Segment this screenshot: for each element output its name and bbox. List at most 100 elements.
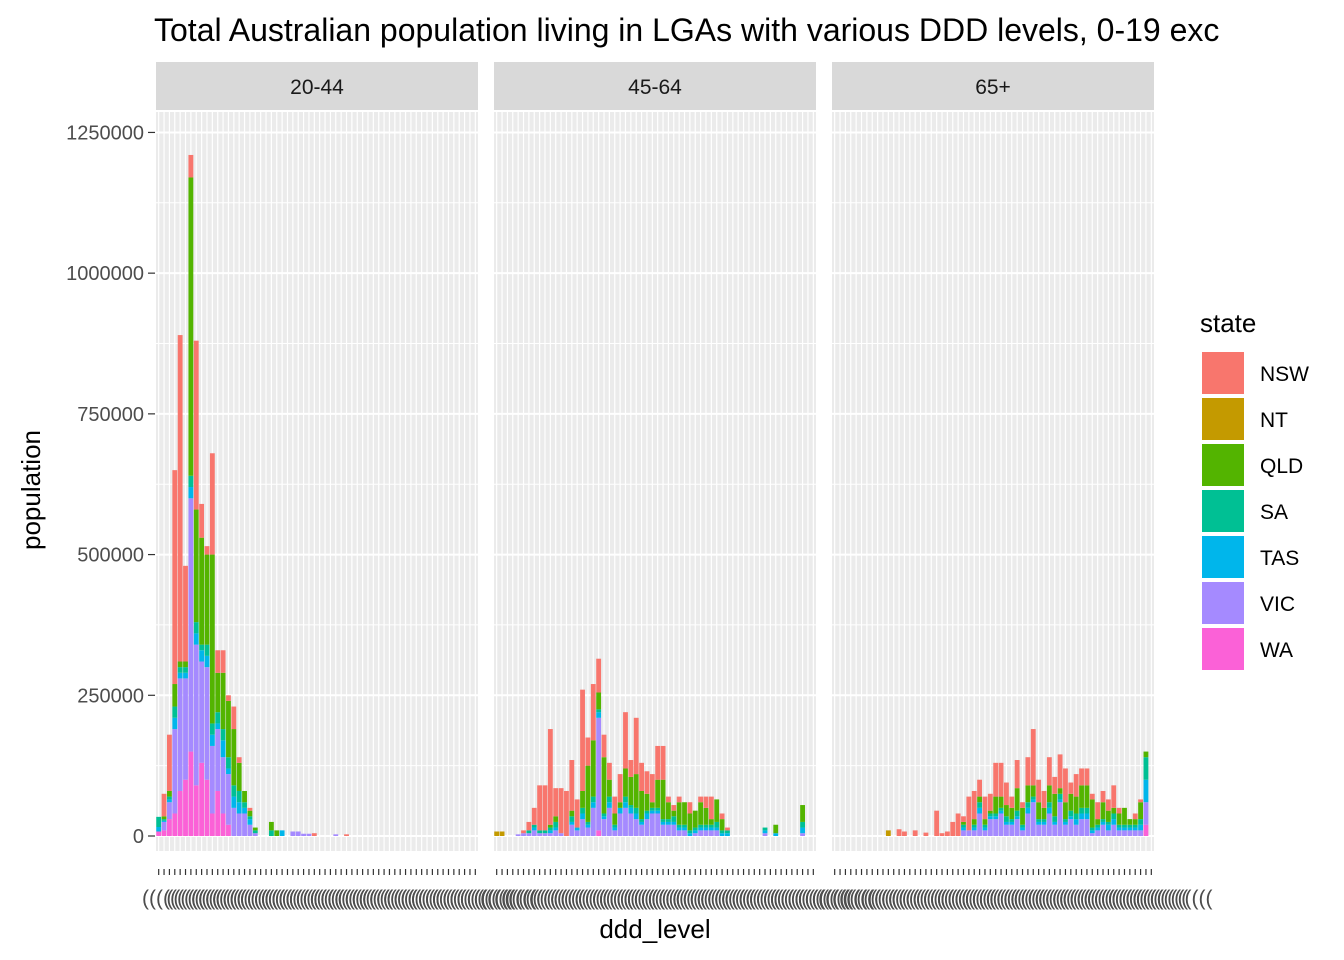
bar-segment-tas	[961, 827, 966, 831]
bar-segment-qld	[687, 813, 693, 831]
bar-segment-nsw	[1089, 793, 1095, 800]
bar-segment-nsw	[526, 821, 532, 831]
bar-segment-qld	[274, 830, 280, 836]
bar-segment-vic	[633, 819, 639, 836]
bar-segment-qld	[628, 776, 634, 806]
bar-segment-sa	[1004, 816, 1009, 822]
x-tick-label: (((((((((((	[940, 887, 1017, 910]
bar-segment-nsw	[623, 712, 628, 769]
bar-segment-sa	[1105, 821, 1111, 825]
bar-segment-vic	[1020, 830, 1025, 836]
bar-segment-qld	[800, 805, 805, 822]
bar-segment-tas	[1052, 821, 1058, 825]
bar-segment-nsw	[687, 802, 693, 814]
bar-segment-vic	[1046, 813, 1052, 836]
bar-segment-nsw	[977, 779, 982, 797]
bar-segment-qld	[1025, 785, 1031, 803]
bar-segment-tas	[998, 810, 1004, 814]
bar-segment-nsw	[902, 831, 907, 836]
bar-segment-wa	[183, 779, 188, 836]
bar-segment-tas	[177, 672, 183, 679]
x-tick-label: (((((((((((	[240, 887, 317, 910]
bar-segment-vic	[1111, 824, 1117, 836]
bar-segment-nsw	[590, 684, 596, 741]
bar-segment-nsw	[1079, 768, 1084, 786]
bar-segment-nsw	[188, 154, 194, 178]
bar-segment-nsw	[167, 734, 172, 791]
bar-segment-nsw	[585, 737, 591, 766]
bar-segment-tas	[1046, 807, 1052, 814]
bar-segment-vic	[977, 813, 982, 836]
bar-segment-qld	[993, 796, 999, 814]
bar-segment-qld	[682, 802, 687, 825]
bar-segment-tas	[1036, 821, 1042, 825]
bar-segment-vic	[574, 830, 580, 836]
bar-segment-tas	[987, 816, 993, 820]
bar-segment-sa	[569, 816, 575, 822]
bar-segment-sa	[542, 830, 548, 834]
legend-label: SA	[1260, 501, 1288, 524]
legend-label: WA	[1260, 639, 1293, 662]
bar-segment-nsw	[628, 760, 634, 777]
bar-segment-sa	[268, 830, 274, 836]
y-tick-label: 1250000	[66, 122, 144, 144]
bar-segment-vic	[660, 824, 666, 836]
bar-segment-vic	[612, 830, 618, 836]
bar-segment-nsw	[676, 796, 682, 803]
bar-segment-vic	[183, 678, 188, 780]
x-tick-label: (((((((((((	[1062, 887, 1139, 910]
legend-swatch-nt	[1202, 398, 1244, 440]
bar-segment-nsw	[580, 689, 585, 791]
bar-segment-tas	[199, 650, 205, 662]
bar-segment-vic	[161, 821, 167, 831]
bar-segment-nsw	[1025, 757, 1031, 786]
bar-segment-tas	[1057, 799, 1063, 803]
bars	[494, 658, 805, 836]
bar-segment-qld	[708, 819, 714, 825]
bar-segment-nsw	[719, 813, 725, 820]
bar-segment-sa	[682, 824, 687, 828]
bar-segment-nsw	[939, 833, 945, 836]
bar-segment-nsw	[247, 807, 253, 811]
bar-segment-sa	[676, 824, 682, 828]
bar-segment-qld	[1014, 788, 1020, 811]
bar-segment-nsw	[574, 799, 580, 828]
facet-panel: 65+(((((((((((((((((((((((((((((((((((((…	[818, 62, 1213, 910]
bar-segment-sa	[993, 813, 999, 817]
bar-segment-sa	[231, 785, 237, 797]
bar-segment-wa	[188, 751, 194, 836]
y-tick-label: 500000	[77, 545, 144, 567]
bar-segment-nsw	[220, 650, 226, 673]
bar-segment-vic	[596, 717, 602, 831]
bar-segment-qld	[172, 684, 178, 707]
bar-segment-qld	[1122, 807, 1127, 825]
bar-segment-qld	[247, 810, 253, 817]
bar-segment-vic	[1079, 819, 1084, 836]
bar-segment-qld	[1020, 807, 1025, 825]
bar-segment-sa	[1057, 793, 1063, 800]
bar-segment-nsw	[998, 762, 1004, 797]
bar-segment-sa	[998, 807, 1004, 811]
bar-segment-tas	[698, 827, 704, 831]
bar-segment-tas	[692, 830, 698, 834]
bar-segment-tas	[612, 827, 618, 831]
x-tick-label: (((((((((((	[627, 887, 704, 910]
bar-segment-nsw	[982, 796, 988, 820]
bar-segment-tas	[1004, 821, 1009, 825]
bar-segment-tas	[183, 672, 188, 679]
bar-segment-tas	[617, 807, 623, 814]
bar-segment-nsw	[542, 785, 548, 831]
bar-segment-vic	[982, 830, 988, 836]
bar-segment-sa	[553, 821, 559, 828]
bar-segment-qld	[977, 796, 982, 803]
bar-segment-tas	[1095, 827, 1101, 831]
x-tick-label: (((((((((((	[313, 887, 390, 910]
bar-segment-tas	[590, 802, 596, 808]
bar-segment-qld	[676, 802, 682, 825]
x-tick-label: (((((((((((	[142, 887, 219, 910]
bar-segment-vic	[1057, 802, 1063, 836]
bar-segment-qld	[1063, 802, 1068, 820]
bar-segment-vic	[1025, 813, 1031, 836]
bar-segment-sa	[606, 796, 612, 803]
bar-segment-qld	[569, 810, 575, 817]
